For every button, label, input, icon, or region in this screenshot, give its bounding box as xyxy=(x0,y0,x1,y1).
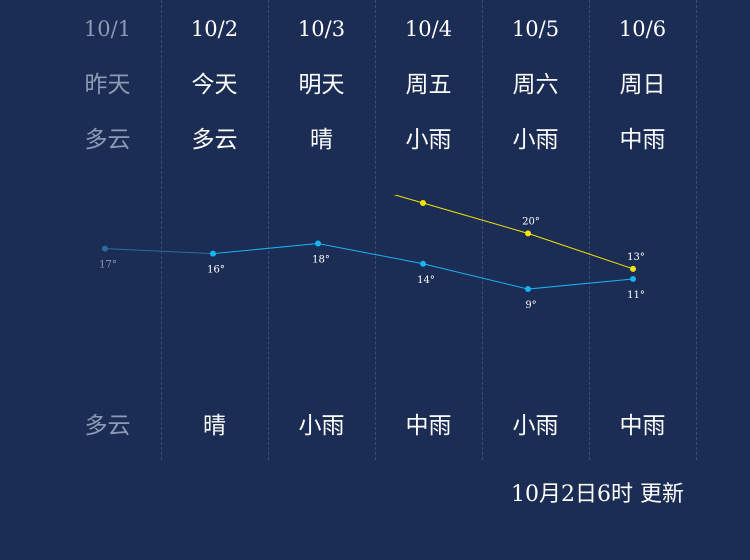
temp-label: 11° xyxy=(627,290,645,301)
weather-night-label: 中雨 xyxy=(405,413,452,439)
forecast-day-5: 10/6 周日 中雨 中雨 xyxy=(589,0,696,460)
column-divider xyxy=(161,0,162,460)
update-time: 10月2日6时 更新 xyxy=(511,482,684,507)
temp-label: 26° xyxy=(417,195,435,197)
day-label: 昨天 xyxy=(84,72,131,98)
day-label: 周日 xyxy=(619,72,666,98)
weather-day-label: 中雨 xyxy=(619,127,666,153)
weather-day-label: 小雨 xyxy=(405,127,452,153)
forecast-day-4: 10/5 周六 小雨 小雨 xyxy=(482,0,589,460)
column-divider xyxy=(375,0,376,460)
column-divider xyxy=(482,0,483,460)
weather-day-label: 多云 xyxy=(191,127,238,153)
day-label: 周五 xyxy=(405,72,452,98)
weather-night-label: 小雨 xyxy=(512,413,559,439)
series-0-point xyxy=(630,265,636,272)
series-1-point xyxy=(630,275,636,282)
weather-night-label: 小雨 xyxy=(298,413,345,439)
forecast-day-3: 10/4 周五小雨中雨 xyxy=(375,0,482,460)
date-label: 10/3 xyxy=(297,17,346,41)
temp-label: 16° xyxy=(207,265,225,276)
temperature-chart: 31°30°32°26°20°13°17°16°18°14°9°11° xyxy=(99,195,645,311)
column-divider xyxy=(696,0,697,460)
date-label: 10/6 xyxy=(618,17,667,41)
series-1-point xyxy=(315,240,321,247)
temp-label: 14° xyxy=(417,275,435,286)
series-1-point xyxy=(420,260,426,267)
series-0-point xyxy=(420,200,426,207)
series-1-point xyxy=(525,286,531,293)
date-label: 10/5 xyxy=(511,17,560,41)
forecast-day-2: 10/3 明天晴小雨 xyxy=(268,0,375,460)
weather-day-label: 小雨 xyxy=(512,127,559,153)
day-label: 今天 xyxy=(191,72,238,98)
date-label: 10/1 xyxy=(83,17,132,41)
temp-label: 9° xyxy=(525,300,536,311)
column-divider xyxy=(589,0,590,460)
series-1-point xyxy=(210,250,216,257)
forecast-day-1: 10/2 今天多云晴 xyxy=(161,0,268,460)
forecast-day-0: 10/1 昨天 多云 多云 xyxy=(54,0,161,460)
weather-day-label: 晴 xyxy=(310,127,333,153)
weather-night-label: 中雨 xyxy=(619,413,666,439)
temp-label: 20° xyxy=(522,216,540,227)
date-label: 10/2 xyxy=(190,17,239,41)
series-0-line xyxy=(393,195,634,270)
date-label: 10/4 xyxy=(404,17,453,41)
weather-night-label: 多云 xyxy=(84,413,131,439)
series-0-point xyxy=(525,230,531,237)
column-divider xyxy=(268,0,269,460)
temp-label: 17° xyxy=(99,260,117,271)
series-1-point xyxy=(102,245,108,252)
temp-label: 18° xyxy=(312,255,330,266)
weather-night-label: 晴 xyxy=(203,413,226,439)
day-label: 明天 xyxy=(298,72,345,98)
temp-label: 13° xyxy=(627,252,645,263)
day-label: 周六 xyxy=(512,72,559,98)
series-1-past-line xyxy=(104,248,214,255)
weather-day-label: 多云 xyxy=(84,127,131,153)
